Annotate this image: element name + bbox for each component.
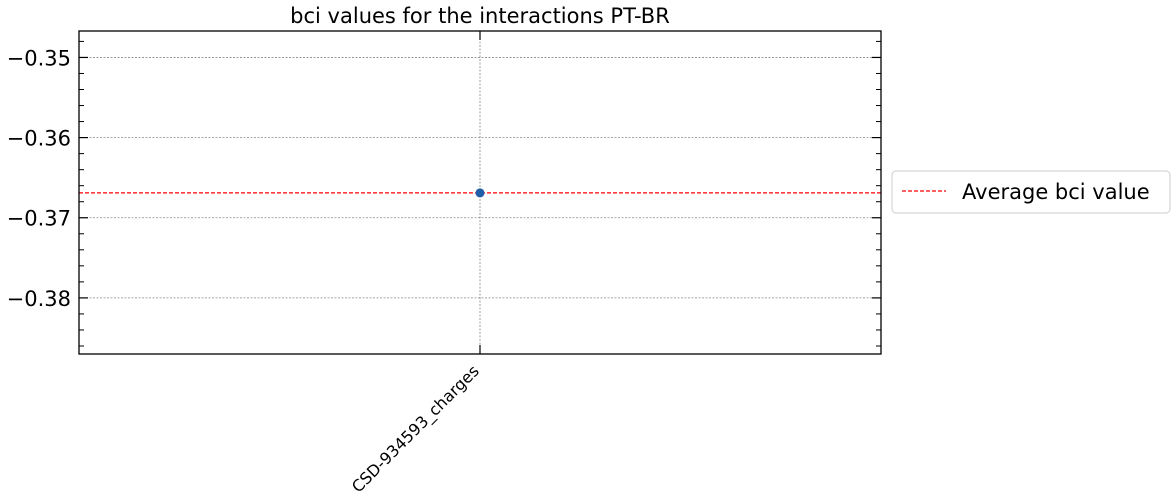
y-tick-label: −0.37: [7, 207, 71, 231]
y-tick-label: −0.38: [7, 287, 71, 311]
legend-label: Average bci value: [962, 180, 1150, 204]
x-tick-labels: CSD-934593_charges: [348, 361, 484, 497]
y-tick-labels: −0.35 −0.36 −0.37 −0.38: [7, 46, 71, 310]
data-point: [475, 188, 485, 198]
legend-box: [891, 170, 1171, 214]
x-tick-label: CSD-934593_charges: [348, 361, 484, 497]
ticks-layer: [79, 31, 881, 354]
legend: Average bci value: [891, 170, 1171, 214]
y-tick-label: −0.35: [7, 46, 71, 70]
y-tick-label: −0.36: [7, 127, 71, 151]
chart-title: bci values for the interactions PT-BR: [290, 4, 670, 28]
points-layer: [475, 188, 485, 198]
